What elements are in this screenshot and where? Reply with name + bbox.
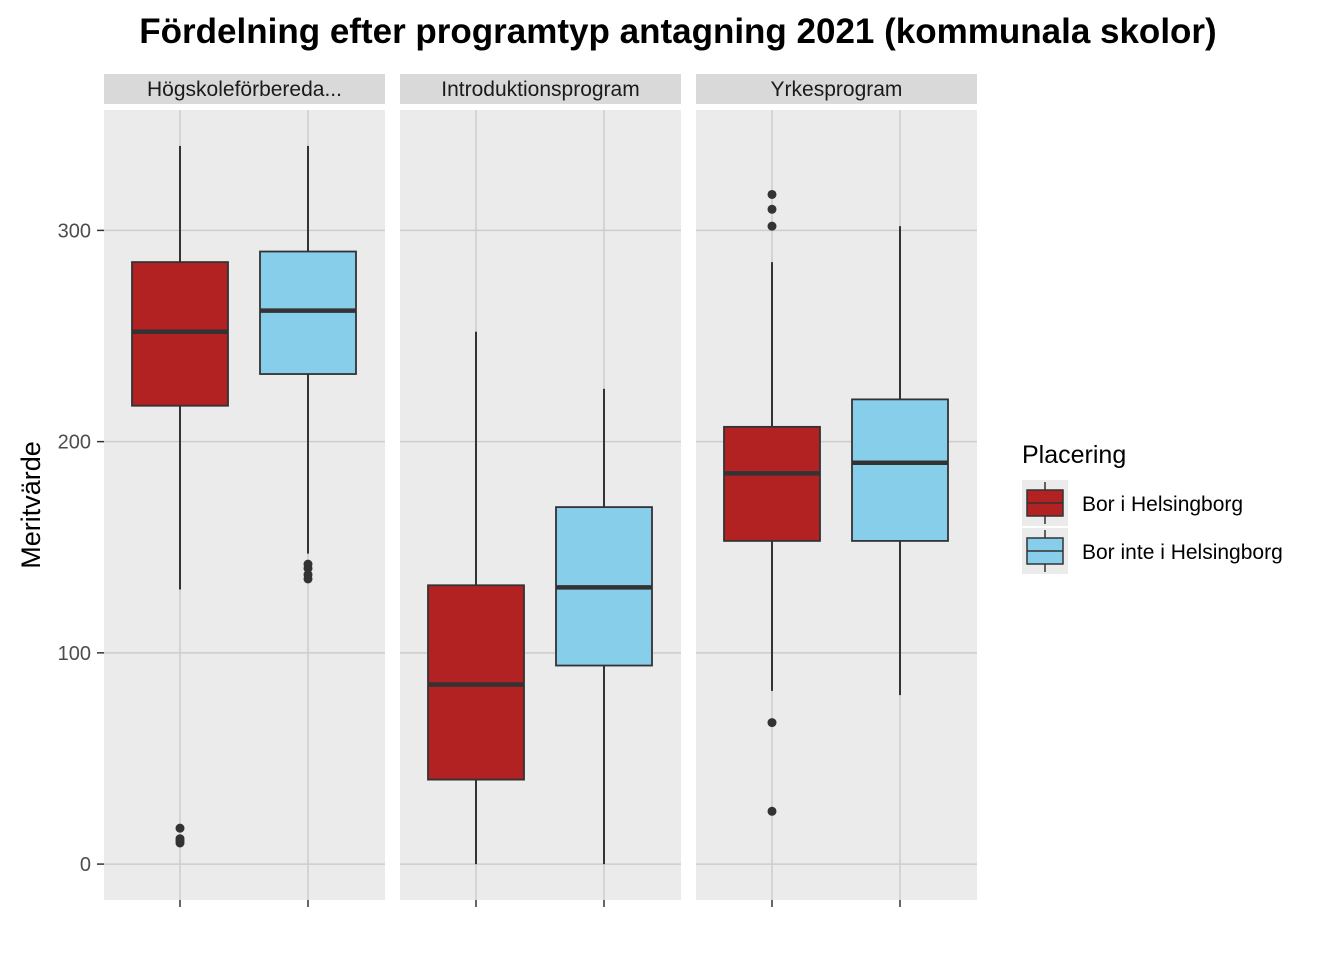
box-iqr xyxy=(851,398,949,542)
outlier-point xyxy=(303,559,313,569)
outlier-point xyxy=(767,221,777,231)
box-bor-i-helsingborg xyxy=(131,145,229,848)
legend-key xyxy=(1022,528,1068,574)
y-tick-label: 0 xyxy=(80,854,91,876)
chart-title: Fördelning efter programtyp antagning 20… xyxy=(139,12,1216,51)
facet-panels: Högskoleförbereda... Introduktionsprogram… xyxy=(104,74,977,907)
facet-strip-label: Högskoleförbereda... xyxy=(147,78,342,101)
y-axis-title: Meritvärde xyxy=(16,441,46,569)
panel-background xyxy=(104,110,385,900)
outlier-point xyxy=(767,204,777,214)
box-bor-i-helsingborg xyxy=(723,189,821,816)
outlier-point xyxy=(767,806,777,816)
y-axis: 0 100 200 300 xyxy=(58,220,104,876)
outlier-point xyxy=(175,823,185,833)
outlier-point xyxy=(767,718,777,728)
box-bor-inte-i-helsingborg xyxy=(555,388,653,865)
legend: Placering Bor i Helsingborg Bor inte i He… xyxy=(1022,441,1283,574)
y-tick-label: 100 xyxy=(58,643,91,665)
legend-label: Bor i Helsingborg xyxy=(1082,493,1243,516)
legend-label: Bor inte i Helsingborg xyxy=(1082,541,1283,564)
facet-strip-label: Introduktionsprogram xyxy=(441,78,639,101)
box-iqr xyxy=(723,425,821,542)
box-bor-i-helsingborg xyxy=(427,331,525,865)
legend-key xyxy=(1022,480,1068,526)
y-tick-label: 300 xyxy=(58,220,91,242)
facet-strip xyxy=(696,74,977,104)
outlier-point xyxy=(175,834,185,844)
outlier-point xyxy=(303,570,313,580)
facet-strip-label: Yrkesprogram xyxy=(771,78,903,101)
facet-strip xyxy=(400,74,681,104)
y-tick-label: 200 xyxy=(58,432,91,454)
legend-title: Placering xyxy=(1022,441,1126,469)
panel-background xyxy=(400,110,681,900)
outlier-point xyxy=(767,189,777,199)
box-bor-inte-i-helsingborg xyxy=(851,226,949,696)
facet-panel: Yrkesprogram xyxy=(696,74,977,907)
box-bor-inte-i-helsingborg xyxy=(259,145,357,584)
facet-panel: Högskoleförbereda... xyxy=(104,74,385,907)
facet-panel: Introduktionsprogram xyxy=(400,74,681,907)
facet-strip xyxy=(104,74,385,104)
